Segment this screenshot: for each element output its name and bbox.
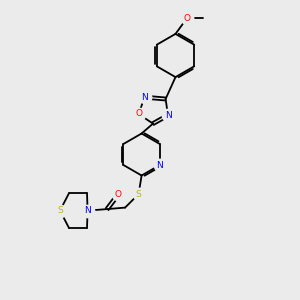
Text: N: N <box>156 160 163 169</box>
Text: N: N <box>165 111 171 120</box>
Text: N: N <box>141 93 148 102</box>
Text: S: S <box>57 206 63 215</box>
Text: O: O <box>183 14 190 23</box>
Text: S: S <box>136 190 142 199</box>
Text: O: O <box>135 110 142 118</box>
Text: O: O <box>115 190 122 199</box>
Text: N: N <box>84 206 91 215</box>
